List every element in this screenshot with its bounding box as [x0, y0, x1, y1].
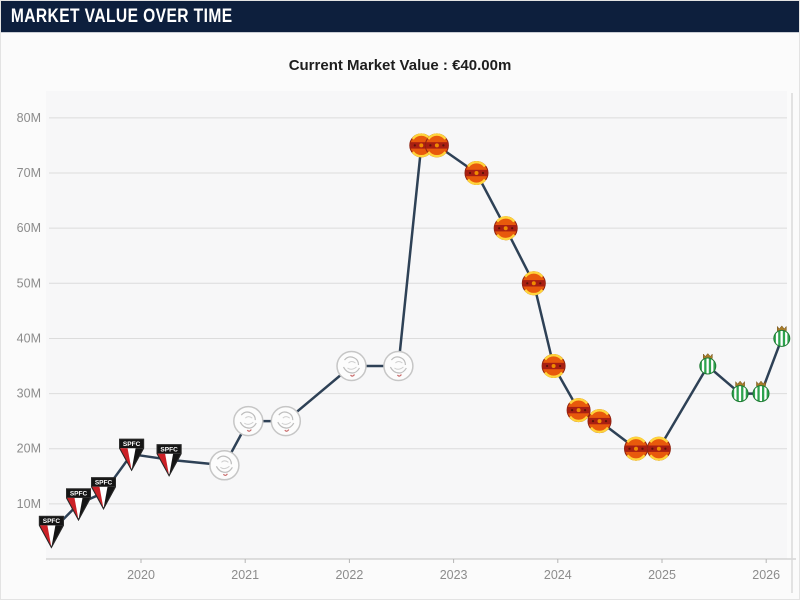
y-axis-label-60M: 60M: [17, 221, 41, 235]
y-axis-label-40M: 40M: [17, 331, 41, 345]
x-axis-label-2025: 2025: [648, 568, 676, 582]
page-header: MARKET VALUE OVER TIME: [1, 1, 799, 33]
man-united-badge-icon: [586, 408, 613, 434]
ajax-badge-icon: [209, 450, 240, 481]
x-axis-label-2020: 2020: [127, 568, 155, 582]
man-united-badge-icon: [463, 160, 490, 186]
data-point-man-united[interactable]: [463, 160, 490, 186]
man-united-badge-icon: [646, 436, 672, 462]
man-united-badge-icon: [540, 353, 567, 379]
data-point-man-united[interactable]: [586, 408, 613, 434]
plot-area: [46, 91, 787, 559]
man-united-badge-icon: [565, 397, 592, 423]
man-united-badge-icon: [623, 436, 649, 462]
data-point-man-united[interactable]: [424, 132, 450, 159]
man-united-badge-icon: [424, 132, 450, 159]
y-axis-label-80M: 80M: [17, 111, 41, 125]
man-united-badge-icon: [493, 215, 519, 241]
page-title: MARKET VALUE OVER TIME: [10, 5, 233, 27]
y-axis-label-10M: 10M: [17, 497, 41, 511]
ajax-badge-icon: [336, 350, 367, 382]
y-axis-label-50M: 50M: [17, 276, 41, 290]
x-axis-label-2022: 2022: [335, 568, 363, 582]
x-axis-label-2026: 2026: [752, 568, 780, 582]
y-axis-label-70M: 70M: [17, 166, 41, 180]
ajax-badge-icon: [233, 405, 264, 437]
y-axis-label-20M: 20M: [17, 442, 41, 456]
data-point-man-united[interactable]: [646, 436, 672, 462]
data-point-ajax[interactable]: [383, 350, 414, 382]
data-point-ajax[interactable]: [209, 450, 240, 481]
data-point-ajax[interactable]: [233, 405, 264, 437]
ajax-badge-icon: [383, 350, 414, 382]
data-point-man-united[interactable]: [623, 436, 649, 462]
y-axis-label-30M: 30M: [17, 387, 41, 401]
ajax-badge-icon: [270, 405, 302, 437]
data-point-man-united[interactable]: [493, 215, 519, 241]
data-point-man-united[interactable]: [565, 397, 592, 423]
man-united-badge-icon: [521, 270, 547, 296]
x-axis-label-2021: 2021: [231, 568, 259, 582]
x-axis-label-2023: 2023: [440, 568, 468, 582]
data-point-man-united[interactable]: [540, 353, 567, 379]
data-point-man-united[interactable]: [521, 270, 547, 296]
data-point-ajax[interactable]: [270, 405, 302, 437]
data-point-ajax[interactable]: [336, 350, 367, 382]
x-axis-label-2024: 2024: [544, 568, 572, 582]
current-market-value-title: Current Market Value : €40.00m: [288, 57, 512, 74]
